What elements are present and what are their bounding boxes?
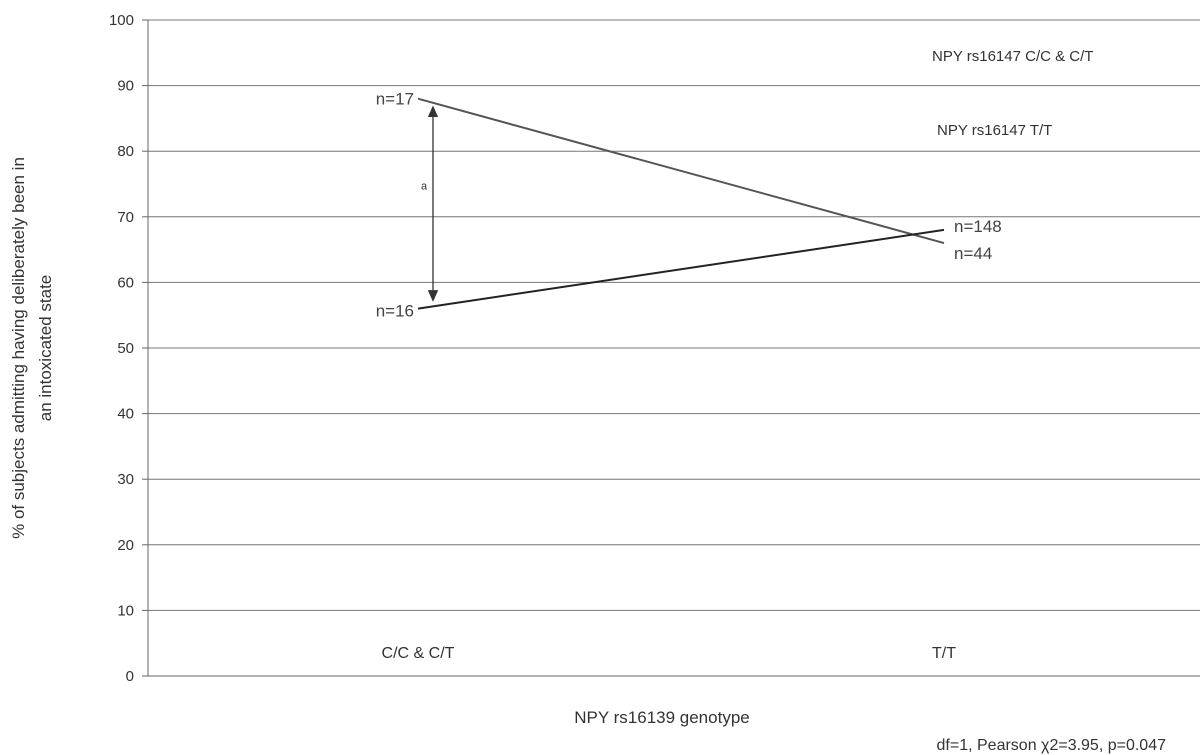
- n-label-cc-ct-at-tt: n=44: [954, 244, 992, 263]
- x-tick-label-t-t: T/T: [932, 645, 956, 662]
- series-lines: [417, 97, 945, 310]
- y-tick-label-60: 60: [117, 274, 134, 291]
- y-tick-label-10: 10: [117, 602, 134, 619]
- legend-label-cc-ct: NPY rs16147 C/C & C/T: [932, 48, 1093, 65]
- y-tick-label-100: 100: [109, 12, 134, 29]
- legend-label-tt: NPY rs16147 T/T: [937, 122, 1052, 139]
- series-line-cc-ct: [417, 97, 945, 245]
- y-axis-title-line1: % of subjects admitting having deliberat…: [9, 157, 28, 539]
- n-label-tt-at-tt: n=148: [954, 217, 1002, 236]
- gridlines: [148, 19, 1200, 611]
- x-tick-label-c-c-and-c-t: C/C & C/T: [382, 645, 455, 662]
- n-label-tt-at-cc-ct: n=16: [376, 302, 414, 321]
- y-tick-label-20: 20: [117, 537, 134, 554]
- x-axis-title: NPY rs16139 genotype: [574, 708, 749, 727]
- series-line-tt: [417, 228, 945, 310]
- y-axis-ticks: 0 10 20 30 40 50 60 70 80 90 100: [109, 12, 148, 685]
- y-axis-title-line2: an intoxicated state: [36, 275, 55, 421]
- y-tick-label-40: 40: [117, 406, 134, 423]
- n-label-cc-ct-at-cc-ct: n=17: [376, 90, 414, 109]
- y-tick-label-70: 70: [117, 209, 134, 226]
- y-tick-label-90: 90: [117, 78, 134, 95]
- y-tick-label-0: 0: [126, 668, 134, 685]
- y-tick-label-50: 50: [117, 340, 134, 357]
- y-tick-label-30: 30: [117, 471, 134, 488]
- statistics-note: df=1, Pearson χ2=3.95, p=0.047: [937, 737, 1167, 754]
- y-tick-label-80: 80: [117, 143, 134, 160]
- significance-annotation-a: a: [421, 181, 428, 193]
